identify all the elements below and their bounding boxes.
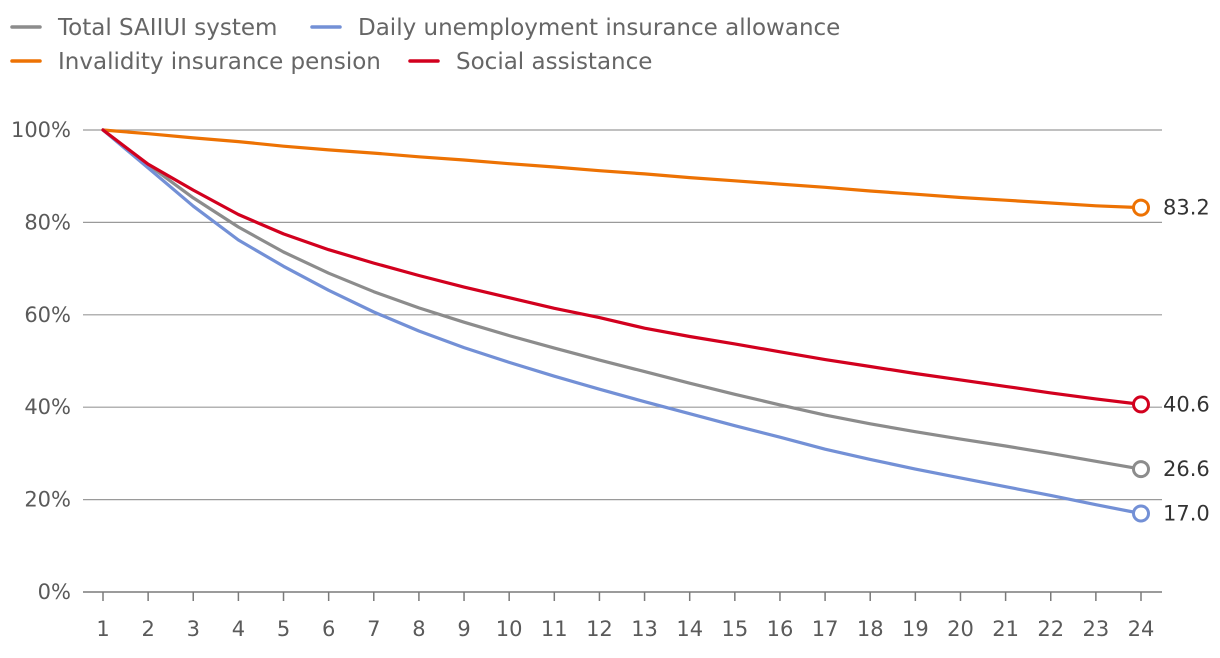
- y-axis: 0% 20% 40% 60% 80% 100%: [11, 118, 71, 604]
- x-tick-label: 12: [586, 617, 613, 641]
- series-line: [101, 128, 1143, 210]
- legend-label: Daily unemployment insurance allowance: [358, 15, 840, 41]
- x-tick-label: 23: [1083, 617, 1110, 641]
- legend: Total SAIIUI system Daily unemployment in…: [10, 15, 840, 75]
- x-tick-label: 17: [812, 617, 839, 641]
- x-tick-label: 19: [902, 617, 929, 641]
- end-marker: [1132, 395, 1150, 414]
- x-tick-label: 13: [631, 617, 658, 641]
- legend-label: Total SAIIUI system: [57, 15, 277, 41]
- series-line: [101, 128, 1143, 516]
- end-marker: [1132, 198, 1150, 217]
- end-marker: [1132, 460, 1150, 479]
- y-tick-label: 100%: [11, 118, 71, 142]
- end-value-label: 40.6: [1163, 392, 1210, 416]
- grid-lines: [83, 129, 1162, 501]
- x-tick-label: 3: [187, 617, 200, 641]
- x-tick-label: 16: [767, 617, 794, 641]
- legend-label: Invalidity insurance pension: [58, 49, 381, 75]
- x-tick-label: 7: [367, 617, 380, 641]
- series-line: [101, 128, 1143, 471]
- x-tick-label: 9: [457, 617, 470, 641]
- y-tick-label: 60%: [24, 303, 71, 327]
- x-tick-label: 6: [322, 617, 335, 641]
- y-tick-label: 20%: [24, 488, 71, 512]
- x-tick-label: 18: [857, 617, 884, 641]
- y-tick-label: 80%: [24, 210, 71, 234]
- x-tick-label: 21: [992, 617, 1019, 641]
- x-tick-label: 5: [277, 617, 290, 641]
- x-tick-label: 15: [721, 617, 748, 641]
- y-tick-label: 0%: [38, 580, 71, 604]
- x-tick-label: 1: [96, 617, 109, 641]
- y-tick-label: 40%: [24, 395, 71, 419]
- x-tick-label: 11: [541, 617, 568, 641]
- end-markers: 83.2 26.6 17.0 40.6: [1132, 196, 1210, 525]
- x-tick-label: 22: [1037, 617, 1064, 641]
- x-tick-label: 24: [1128, 617, 1155, 641]
- x-tick-label: 4: [232, 617, 245, 641]
- x-axis: 1 2 3 4 5 6 7 8 9 10 11 12 13 14 15 16 17 18 19 20 21 22 23 24: [83, 591, 1162, 641]
- series-line: [101, 128, 1143, 406]
- end-marker: [1132, 504, 1150, 523]
- series-lines: [101, 128, 1143, 516]
- end-value-label: 26.6: [1163, 457, 1210, 481]
- legend-label: Social assistance: [456, 49, 652, 75]
- x-tick-label: 8: [412, 617, 425, 641]
- end-value-label: 17.0: [1163, 501, 1210, 525]
- x-tick-label: 20: [947, 617, 974, 641]
- x-tick-label: 10: [496, 617, 523, 641]
- x-tick-label: 2: [141, 617, 154, 641]
- x-tick-label: 14: [676, 617, 703, 641]
- end-value-label: 83.2: [1163, 196, 1210, 220]
